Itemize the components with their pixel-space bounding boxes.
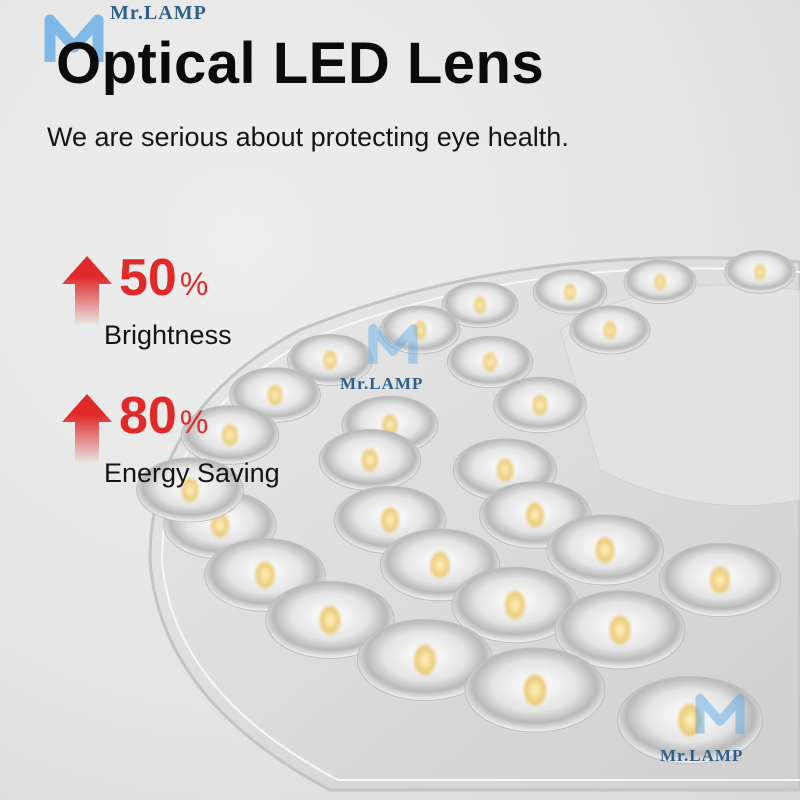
led-lens [446,335,534,389]
subtitle: We are serious about protecting eye heal… [47,122,569,152]
watermark-text: Mr.LAMP [660,746,744,765]
stat-energy-saving: 80% Energy Saving [62,387,322,494]
stat-label: Energy Saving [104,458,280,488]
stat-unit: % [179,266,209,302]
stat-value: 80 [119,387,177,445]
led-lens [357,619,493,701]
stat-brightness: 50% Brightness [62,249,322,356]
led-lens [658,543,782,617]
stat-label: Brightness [104,320,232,350]
led-lens [464,647,606,733]
arrow-up-icon [62,394,112,464]
m-logo-icon [368,324,418,364]
led-lens [136,457,244,523]
stat-value: 50 [119,249,177,307]
watermark-text: Mr.LAMP [110,2,207,24]
m-logo-icon [695,694,745,734]
watermark-logo-top: Mr.LAMP [44,2,206,67]
led-lens [287,334,373,386]
led-lens [379,305,461,355]
led-lens [724,250,796,294]
watermark-text: Mr.LAMP [340,374,424,393]
page-title: Optical LED Lens [56,31,545,96]
led-lens [569,305,651,355]
stat-unit: % [179,404,209,440]
led-lens [265,581,395,659]
led-lens [623,259,697,305]
watermark-logo-center: Mr.LAMP [340,320,422,393]
arrow-up-icon [62,256,112,326]
watermark-logo-bottom: Mr.LAMP [660,690,745,765]
led-lens [493,376,587,434]
led-lens [441,281,519,329]
led-lens [318,429,422,491]
led-lens [546,514,664,586]
led-lens [180,405,280,465]
m-logo-icon [44,14,104,62]
led-lens [532,269,608,315]
led-lens [554,590,686,670]
